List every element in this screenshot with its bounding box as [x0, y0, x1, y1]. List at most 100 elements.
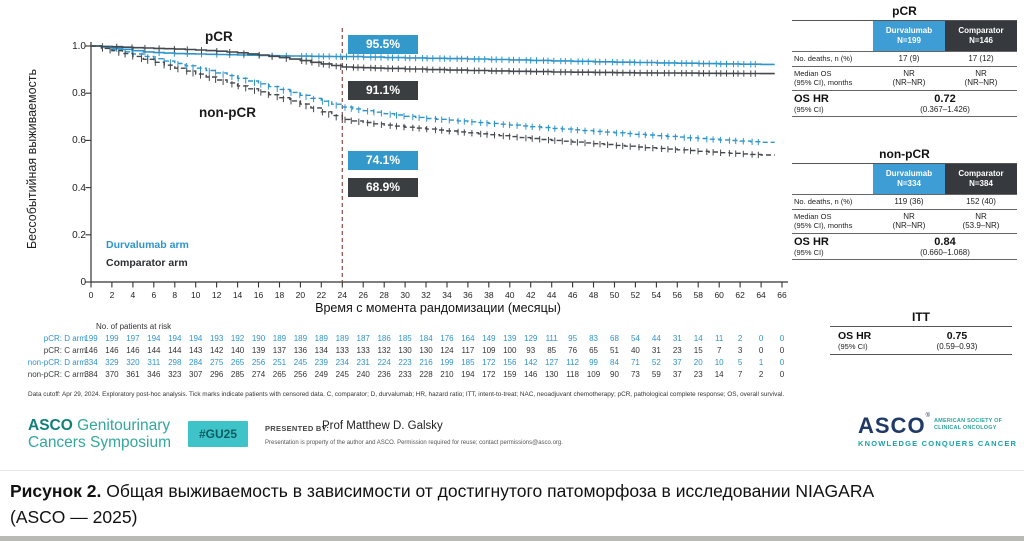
- at-risk-value: 194: [461, 370, 475, 379]
- at-risk-value: 236: [377, 370, 391, 379]
- at-risk-value: 251: [272, 358, 287, 367]
- x-tick-label: 50: [609, 290, 620, 300]
- bottom-bar: [0, 536, 1024, 541]
- at-risk-value: 249: [314, 370, 328, 379]
- at-risk-value: 76: [568, 346, 578, 355]
- table-pcr-row-deaths-label: No. deaths, n (%): [792, 52, 873, 67]
- x-tick-label: 42: [525, 290, 536, 300]
- footnote: Data cutoff: Apr 29, 2024. Exploratory p…: [28, 391, 785, 398]
- at-risk-value: 133: [335, 346, 349, 355]
- x-tick-label: 18: [274, 290, 285, 300]
- table-pcr-deaths-comparator: 17 (12): [945, 52, 1017, 67]
- at-risk-value: 172: [482, 358, 496, 367]
- at-risk-value: 329: [105, 358, 119, 367]
- figure-caption: Рисунок 2. Общая выживаемость в зависимо…: [10, 481, 874, 502]
- x-tick-label: 12: [211, 290, 222, 300]
- at-risk-value: 118: [566, 370, 579, 379]
- at-risk-value: 73: [630, 370, 640, 379]
- table-pcr-deaths-durvalumab: 17 (9): [873, 52, 945, 67]
- badge-pcr-durvalumab: 95.5%: [348, 35, 418, 54]
- at-risk-value: 100: [503, 346, 517, 355]
- at-risk-value: 164: [461, 334, 475, 343]
- at-risk-value: 311: [147, 358, 161, 367]
- at-risk-value: 84: [610, 358, 619, 367]
- y-tick-label: 0.2: [72, 229, 86, 241]
- table-nonpcr-title: non-pCR: [879, 147, 930, 161]
- presenter-name: Prof Matthew D. Galsky: [322, 420, 443, 432]
- slide: Бессобытийная выживаемость Время с момен…: [0, 4, 1024, 471]
- at-risk-value: 0: [779, 358, 785, 367]
- table-itt-hr-label: OS HR (95% CI): [838, 330, 872, 351]
- at-risk-value: 133: [356, 346, 370, 355]
- curve-label-nonpcr: non-pCR: [199, 105, 256, 120]
- at-risk-value: 256: [251, 358, 266, 367]
- x-tick-label: 26: [358, 290, 368, 300]
- at-risk-value: 194: [189, 334, 203, 343]
- x-tick-label: 22: [316, 290, 327, 300]
- at-risk-value: 223: [398, 358, 412, 367]
- y-tick-label: 0.6: [72, 135, 86, 147]
- at-risk-value: 127: [544, 358, 559, 367]
- at-risk-value: 20: [693, 358, 703, 367]
- at-risk-value: 296: [209, 370, 224, 379]
- at-risk-value: 189: [272, 334, 287, 343]
- table-itt-title: ITT: [912, 310, 930, 324]
- at-risk-value: 233: [398, 370, 412, 379]
- x-tick-label: 56: [672, 290, 683, 300]
- table-nonpcr-hr-value: 0.84 (0.660–1.068): [873, 234, 1017, 260]
- at-risk-value: 130: [398, 346, 412, 355]
- at-risk-value: 139: [251, 346, 266, 355]
- at-risk-value: 334: [84, 358, 98, 367]
- at-risk-value: 83: [589, 334, 598, 343]
- at-risk-value: 130: [419, 346, 433, 355]
- at-risk-value: 31: [672, 334, 682, 343]
- at-risk-value: 90: [610, 370, 619, 379]
- x-tick-label: 14: [232, 290, 243, 300]
- legend-comparator-arm: Comparator arm: [106, 257, 188, 269]
- at-risk-value: 189: [293, 334, 308, 343]
- x-tick-label: 10: [190, 290, 201, 300]
- asco-society-text: AMERICAN SOCIETY OF CLINICAL ONCOLOGY: [934, 418, 1003, 431]
- badge-nonpcr-comparator: 68.9%: [348, 178, 418, 197]
- badge-nonpcr-durvalumab: 74.1%: [348, 151, 418, 170]
- at-risk-value: 129: [524, 334, 538, 343]
- x-axis-label: Время с момента рандомизации (месяцы): [315, 301, 561, 315]
- at-risk-value: 159: [503, 370, 517, 379]
- at-risk-value: 11: [715, 334, 724, 343]
- at-risk-value: 184: [419, 334, 433, 343]
- figure-caption-text: Общая выживаемость в зависимости от дост…: [101, 481, 875, 501]
- y-tick-label: 1.0: [72, 41, 86, 52]
- gu25-hashtag-badge: #GU25: [188, 421, 248, 447]
- at-risk-value: 231: [356, 358, 370, 367]
- figure-caption-line2: (ASCO — 2025): [10, 507, 138, 527]
- at-risk-value: 93: [526, 346, 536, 355]
- table-nonpcr-row-deaths-label: No. deaths, n (%): [792, 195, 873, 210]
- table-pcr-corner-cell: [792, 21, 873, 52]
- at-risk-value: 1: [758, 358, 764, 367]
- at-risk-value: 216: [419, 358, 433, 367]
- x-tick-label: 32: [421, 290, 431, 300]
- at-risk-value: 192: [230, 334, 245, 343]
- permission-note: Presentation is property of the author a…: [265, 440, 563, 446]
- table-nonpcr-hr-label: OS HR (95% CI): [792, 234, 873, 260]
- x-tick-label: 40: [505, 290, 515, 300]
- figure-caption-number: Рисунок 2.: [10, 481, 102, 501]
- at-risk-value: 370: [105, 370, 119, 379]
- x-tick-label: 36: [463, 290, 473, 300]
- at-risk-value: 109: [586, 370, 601, 379]
- at-risk-value: 112: [566, 358, 579, 367]
- at-risk-row-label: non-pCR: C arm: [27, 370, 86, 379]
- x-tick-label: 16: [253, 290, 264, 300]
- at-risk-value: 185: [398, 334, 412, 343]
- x-tick-label: 60: [714, 290, 724, 300]
- at-risk-value: 40: [630, 346, 640, 355]
- at-risk-value: 139: [503, 334, 517, 343]
- presented-by-label: PRESENTED BY:: [265, 424, 330, 433]
- at-risk-value: 142: [209, 346, 224, 355]
- at-risk-value: 44: [651, 334, 661, 343]
- table-pcr-col-durvalumab: Durvalumab N=199: [873, 21, 945, 52]
- at-risk-row-label: pCR: D arm: [43, 334, 86, 343]
- table-nonpcr-col-comparator: Comparator N=384: [945, 164, 1017, 195]
- asco-tagline: KNOWLEDGE CONQUERS CANCER: [858, 439, 1018, 448]
- at-risk-value: 274: [251, 370, 266, 379]
